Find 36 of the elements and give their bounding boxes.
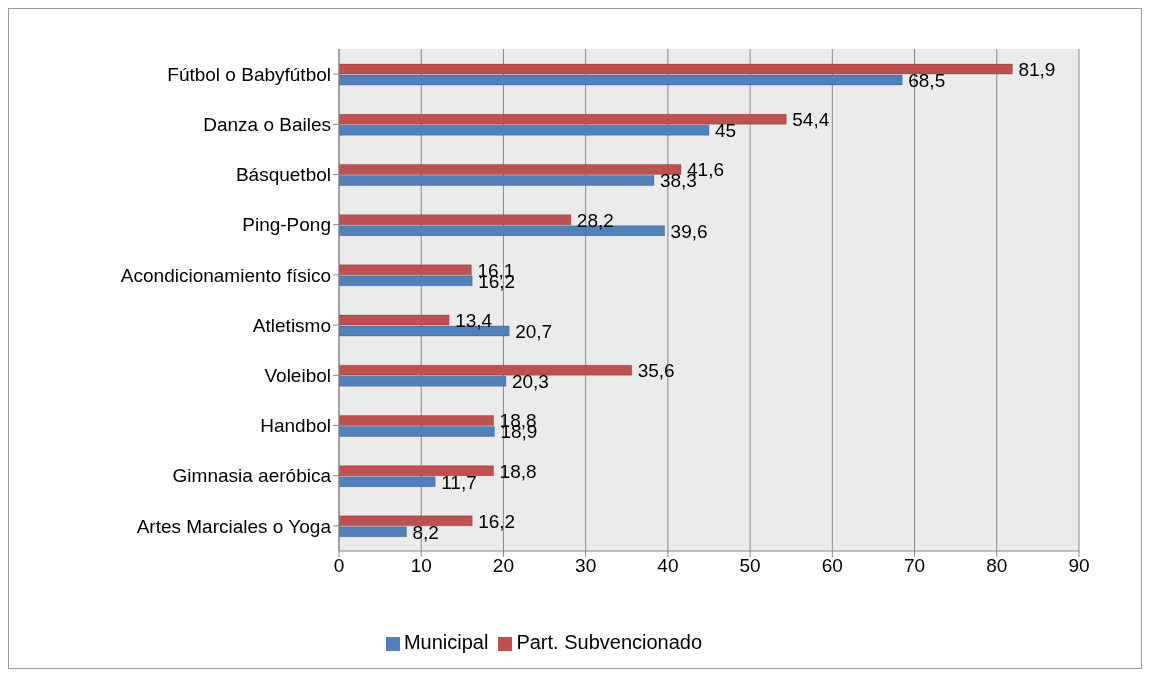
x-tick-label: 20 <box>492 555 515 577</box>
data-label: 8,2 <box>412 521 439 543</box>
data-label: 16,2 <box>478 510 516 532</box>
data-label: 54,4 <box>792 109 830 131</box>
y-tick-label: Acondicionamiento físico <box>120 264 331 286</box>
data-label: 20,3 <box>511 371 549 393</box>
y-tick-label: Básquetbol <box>235 164 331 186</box>
x-tick-label: 0 <box>333 555 345 577</box>
data-label: 20,7 <box>515 321 553 343</box>
y-tick-label: Ping-Pong <box>242 214 331 236</box>
x-tick-label: 30 <box>575 555 597 577</box>
data-label: 28,2 <box>576 209 614 231</box>
y-tick-label: Handbol <box>260 415 331 437</box>
data-label: 68,5 <box>908 70 946 92</box>
x-tick-label: 90 <box>1068 555 1090 577</box>
y-tick-label: Atletismo <box>252 314 331 336</box>
x-tick-label: 50 <box>739 555 761 577</box>
y-tick-label: Artes Marciales o Yoga <box>136 515 332 537</box>
data-label: 81,9 <box>1018 59 1056 81</box>
data-label: 45 <box>715 120 737 142</box>
legend-label: Municipal <box>403 631 489 653</box>
x-tick-label: 40 <box>657 555 679 577</box>
x-tick-label: 60 <box>821 555 843 577</box>
data-label: 35,6 <box>637 360 675 382</box>
y-tick-label: Danza o Bailes <box>203 114 331 136</box>
y-tick-label: Voleibol <box>264 365 331 387</box>
x-tick-label: 10 <box>410 555 432 577</box>
data-label: 18,8 <box>499 460 537 482</box>
y-tick-label: Gimnasia aeróbica <box>172 465 332 487</box>
data-label: 11,7 <box>441 471 477 493</box>
x-tick-label: 70 <box>903 555 926 577</box>
x-tick-label: 80 <box>986 555 1008 577</box>
data-label: 39,6 <box>670 220 708 242</box>
data-label: 13,4 <box>455 310 493 332</box>
y-tick-label: Fútbol o Babyfútbol <box>167 63 331 85</box>
legend-label: Part. Subvencionado <box>516 631 703 653</box>
